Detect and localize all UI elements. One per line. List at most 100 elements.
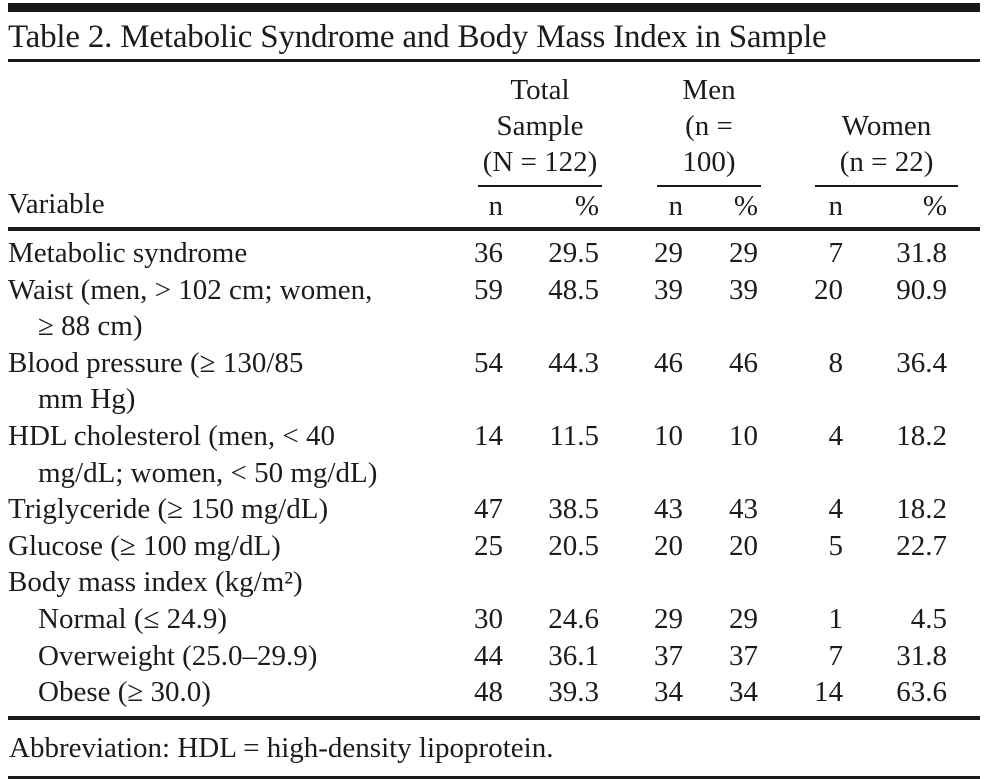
- group-label-line: Sample: [496, 110, 584, 142]
- data-cell: 47: [474, 493, 503, 526]
- data-cell: 90.9: [896, 273, 948, 306]
- data-cell: 18.2: [896, 493, 948, 526]
- group-n-count: (n = 22): [839, 146, 934, 178]
- row-label: Normal (≤ 24.9): [38, 602, 228, 635]
- table-row-metabolic-syndrome: Metabolic syndrome 36 29.5 29 29 7 31.8: [8, 229, 980, 272]
- data-cell: 34: [654, 676, 683, 709]
- data-cell: 48: [474, 676, 503, 709]
- data-cell: 39: [654, 273, 683, 306]
- row-label: HDL cholesterol (men, < 40 mg/dL; women,…: [8, 419, 378, 489]
- col-header-pct-total: %: [506, 187, 602, 231]
- data-cell: 46: [729, 346, 759, 379]
- data-cell: 31.8: [896, 639, 948, 672]
- data-cell: [846, 564, 980, 601]
- table-row-triglyceride: Triglyceride (≥ 150 mg/dL) 47 38.5 43 43…: [8, 491, 980, 528]
- data-cell: 34: [729, 676, 759, 709]
- data-cell: 4: [828, 419, 844, 452]
- col-header-n-men: n: [602, 187, 686, 231]
- row-label: Triglyceride (≥ 150 mg/dL): [8, 493, 329, 526]
- data-cell: 4: [828, 493, 844, 526]
- data-cell: [506, 564, 602, 601]
- data-cell: 5: [828, 529, 844, 562]
- group-header-men: Men (n = 100): [602, 62, 762, 187]
- col-header-n-women: n: [761, 187, 847, 231]
- table-body: Metabolic syndrome 36 29.5 29 29 7 31.8 …: [8, 229, 980, 711]
- data-cell: 10: [729, 419, 759, 452]
- data-cell: 48.5: [548, 273, 599, 306]
- data-cell: 29: [654, 602, 683, 635]
- data-cell: 8: [828, 346, 844, 379]
- table-row-waist: Waist (men, > 102 cm; women, ≥ 88 cm) 59…: [8, 272, 980, 345]
- data-cell: 20: [814, 273, 844, 306]
- data-cell: 37: [729, 639, 759, 672]
- data-cell: 10: [654, 419, 683, 452]
- table-caption: Table 2. Metabolic Syndrome and Body Mas…: [8, 19, 827, 55]
- data-cell: 25: [474, 529, 503, 562]
- table-row-hdl-cholesterol: HDL cholesterol (men, < 40 mg/dL; women,…: [8, 418, 980, 491]
- group-header-total-sample: Total Sample (N = 122): [448, 62, 602, 187]
- table-row-blood-pressure: Blood pressure (≥ 130/85 mm Hg) 54 44.3 …: [8, 345, 980, 418]
- data-cell: [761, 564, 846, 601]
- table-row-bmi-obese: Obese (≥ 30.0) 48 39.3 34 34 14 63.6: [8, 674, 980, 711]
- caption-divider-rule: [8, 59, 980, 62]
- data-cell: 54: [474, 346, 503, 379]
- data-cell: 39: [729, 273, 759, 306]
- data-cell: 36.1: [548, 639, 599, 672]
- data-cell: 29: [654, 237, 683, 269]
- data-cell: 1: [828, 602, 844, 635]
- top-rule-bar: [8, 3, 980, 12]
- data-cell: 37: [654, 639, 683, 672]
- row-label: Obese (≥ 30.0): [38, 676, 211, 709]
- variable-column-header: Variable: [8, 62, 448, 231]
- col-header-n-total: n: [448, 187, 506, 231]
- data-cell: 14: [474, 419, 503, 452]
- group-label-line: Women: [841, 110, 932, 142]
- footnote-divider-rule: [8, 715, 980, 720]
- row-label: Metabolic syndrome: [8, 237, 248, 269]
- row-label: Blood pressure (≥ 130/85 mm Hg): [8, 346, 304, 416]
- data-cell: 20: [729, 529, 759, 562]
- data-cell: [448, 564, 506, 601]
- data-cell: 59: [474, 273, 503, 306]
- data-cell: 43: [654, 493, 683, 526]
- data-cell: 44.3: [548, 346, 599, 379]
- abbreviation-footnote: Abbreviation: HDL = high-density lipopro…: [9, 731, 554, 764]
- data-cell: 18.2: [896, 419, 948, 452]
- data-cell: 7: [828, 237, 844, 269]
- table-row-bmi-normal: Normal (≤ 24.9) 30 24.6 29 29 1 4.5: [8, 601, 980, 638]
- group-label-line: Men: [682, 74, 736, 106]
- row-label: Overweight (25.0–29.9): [38, 639, 318, 672]
- data-cell: 46: [654, 346, 683, 379]
- group-header-women: Women (n = 22): [761, 62, 980, 187]
- col-header-pct-women: %: [846, 187, 981, 231]
- data-cell: 11.5: [549, 419, 599, 452]
- data-cell: 39.3: [548, 676, 599, 709]
- data-cell: 44: [474, 639, 503, 672]
- data-cell: [602, 564, 686, 601]
- data-cell: 7: [828, 639, 844, 672]
- data-cell: 31.8: [896, 237, 948, 269]
- row-label: Body mass index (kg/m²): [8, 566, 303, 599]
- data-cell: 29: [729, 237, 759, 269]
- data-cell: 29.5: [548, 237, 599, 269]
- metabolic-syndrome-table: Variable Total Sample (N = 122) Men (n =…: [8, 62, 981, 711]
- group-n-count: (N = 122): [482, 146, 598, 178]
- data-cell: 36.4: [896, 346, 948, 379]
- data-cell: 24.6: [548, 602, 599, 635]
- row-label: Waist (men, > 102 cm; women, ≥ 88 cm): [8, 273, 373, 343]
- bottom-rule: [8, 775, 980, 779]
- data-cell: 22.7: [896, 529, 948, 562]
- row-label: Glucose (≥ 100 mg/dL): [8, 529, 281, 562]
- group-n-count: (n = 100): [682, 110, 736, 178]
- data-cell: [686, 564, 761, 601]
- data-cell: 4.5: [910, 602, 948, 635]
- data-cell: 14: [814, 676, 844, 709]
- table-row-bmi-group: Body mass index (kg/m²): [8, 564, 980, 601]
- data-cell: 38.5: [548, 493, 599, 526]
- data-cell: 29: [729, 602, 759, 635]
- col-header-pct-men: %: [686, 187, 762, 231]
- data-cell: 20: [654, 529, 683, 562]
- table-row-glucose: Glucose (≥ 100 mg/dL) 25 20.5 20 20 5 22…: [8, 528, 980, 565]
- data-cell: 30: [474, 602, 503, 635]
